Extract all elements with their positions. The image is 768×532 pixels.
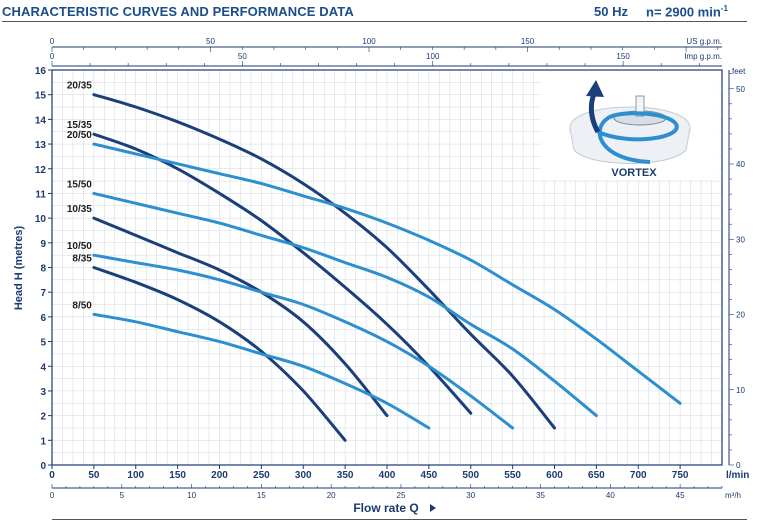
vortex-inset: VORTEX: [541, 70, 719, 180]
x-tick-label: 500: [462, 470, 479, 481]
y-tick-label: 4: [40, 362, 46, 373]
impgpm-unit-label: Imp g.p.m.: [684, 52, 722, 61]
impgpm-tick-label: 100: [426, 52, 440, 61]
m3h-tick-label: 0: [50, 491, 55, 500]
usgpm-tick-label: 150: [521, 37, 535, 46]
y-tick-label: 14: [35, 115, 47, 126]
feet-tick-label: 50: [736, 85, 745, 94]
x-tick-label: 200: [211, 470, 228, 481]
curve-8-35: [92, 266, 347, 442]
vortex-label: VORTEX: [611, 167, 657, 179]
curve-label-8-50: 8/50: [72, 300, 92, 311]
flow-arrow-icon: [588, 93, 601, 134]
x-tick-label: 0: [49, 470, 55, 481]
impgpm-tick-label: 150: [616, 52, 630, 61]
m3h-tick-label: 45: [676, 491, 685, 500]
curve-20-50: [92, 142, 682, 405]
impgpm-tick-label: 50: [238, 52, 247, 61]
curve-15-50: [92, 191, 598, 418]
speed-exponent: -1: [720, 4, 728, 13]
speed-label: n= 2900 min-1: [646, 4, 728, 19]
m3h-tick-label: 10: [187, 491, 196, 500]
feet-tick-label: 40: [736, 160, 745, 169]
usgpm-tick-label: 100: [362, 37, 376, 46]
usgpm-unit-label: US g.p.m.: [686, 37, 722, 46]
y-tick-label: 7: [40, 288, 46, 299]
vortex-flow-icon: [597, 111, 679, 164]
feet-tick-label: 30: [736, 235, 745, 244]
curve-10-35: [92, 216, 389, 418]
x-tick-label: 650: [588, 470, 605, 481]
x-tick-label: 450: [421, 470, 438, 481]
x-tick-label: 600: [546, 470, 563, 481]
secondary-axes: 0 5 10 15 20 25 30 35 40 45 m³/h0 50 100 150 US g.p.m.…: [50, 37, 746, 500]
frequency-label: 50 Hz: [594, 4, 628, 19]
m3h-tick-label: 25: [397, 491, 406, 500]
speed-text: n= 2900 min: [646, 4, 721, 20]
m3h-tick-label: 40: [606, 491, 615, 500]
m3h-tick-label: 35: [536, 491, 545, 500]
x-tick-label: 700: [630, 470, 647, 481]
curve-20-35: [92, 93, 556, 430]
m3h-tick-label: 15: [257, 491, 266, 500]
x-tick-label: 150: [169, 470, 186, 481]
x-tick-label: 350: [337, 470, 354, 481]
y-tick-label: 15: [35, 91, 47, 102]
x-tick-label: 100: [127, 470, 144, 481]
x-tick-label: 250: [253, 470, 270, 481]
curve-label-8-35: 8/35: [72, 254, 92, 265]
curve-8-50: [92, 312, 431, 430]
y-tick-label: 5: [40, 338, 46, 349]
x-tick-label: 50: [88, 470, 100, 481]
x-tick-label: 400: [379, 470, 396, 481]
y-tick-label: 3: [40, 387, 46, 398]
usgpm-tick-label: 0: [50, 37, 55, 46]
y-tick-label: 12: [35, 165, 47, 176]
y-tick-label: 1: [40, 436, 46, 447]
feet-tick-label: 20: [736, 311, 745, 320]
m3h-unit-label: m³/h: [725, 491, 741, 500]
x-tick-label: 550: [504, 470, 521, 481]
curve-label-10-50: 10/50: [67, 241, 92, 252]
y-tick-label: 6: [40, 313, 46, 324]
curve-label-10-35: 10/35: [67, 204, 92, 215]
impgpm-tick-label: 0: [50, 52, 55, 61]
x-tick-label: 750: [672, 470, 689, 481]
x-unit-label: l/min: [726, 470, 749, 481]
y-tick-label: 9: [40, 239, 46, 250]
m3h-tick-label: 30: [466, 491, 475, 500]
feet-tick-label: 0: [736, 461, 741, 470]
x-axis-title: Flow rate Q: [353, 501, 418, 515]
primary-axes: 0 50 100 150 200 250 300 350 400 450 500 550 600 650 7…: [35, 66, 749, 481]
curve-label-15-35: 15/35: [67, 120, 92, 131]
x-tick-label: 300: [295, 470, 312, 481]
usgpm-tick-label: 50: [206, 37, 215, 46]
footer-rule: [52, 519, 747, 520]
arrow-head-icon: [586, 80, 604, 97]
x-axis-arrow-icon: [430, 504, 436, 512]
header-rule: [2, 21, 747, 22]
m3h-tick-label: 20: [327, 491, 336, 500]
m3h-tick-label: 5: [120, 491, 125, 500]
y-tick-label: 2: [40, 412, 46, 423]
curve-10-50: [92, 253, 515, 430]
curve-label-20-50: 20/50: [67, 130, 92, 141]
curve-label-20-35: 20/35: [67, 81, 92, 92]
y-tick-label: 16: [35, 66, 47, 77]
y-tick-label: 13: [35, 140, 47, 151]
feet-tick-label: 10: [736, 386, 745, 395]
feet-unit-label: feet: [732, 67, 746, 76]
y-tick-label: 8: [40, 264, 46, 275]
y-tick-label: 10: [35, 214, 47, 225]
y-tick-label: 11: [35, 189, 46, 200]
curve-label-15-50: 15/50: [67, 179, 92, 190]
chart-title: CHARACTERISTIC CURVES AND PERFORMANCE DA…: [2, 4, 354, 19]
shaft-icon: [635, 95, 645, 117]
y-axis-title: Head H (metres): [13, 225, 25, 310]
pump-curves: [92, 93, 682, 442]
y-tick-label: 0: [40, 461, 46, 472]
